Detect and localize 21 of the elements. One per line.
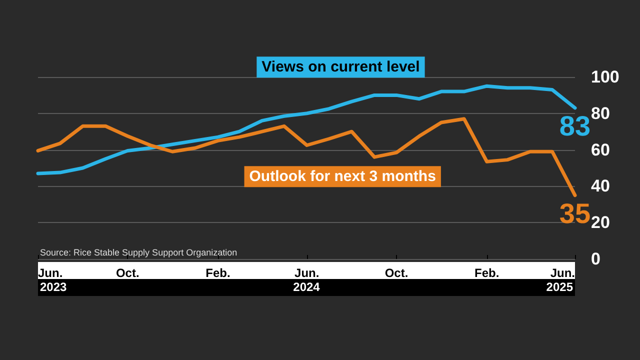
y-tick-label: 80 [591,104,610,123]
x-tick-label: Oct. [384,266,408,280]
text: 2024 [293,280,320,294]
text: 2023 [40,280,68,294]
annotation: Source: Rice Stable Supply Support Organization [40,248,238,258]
x-tick-label: Jun. [550,266,575,280]
x-tick-label: Feb. [474,266,500,280]
x-tick-label: Jun. [38,266,63,280]
y-tick-label: 20 [591,213,610,232]
y-tick-label: 100 [591,68,620,86]
x-tick-label: Oct. [116,266,140,280]
y-tick-label: 60 [591,140,610,160]
text: 2025 [546,280,574,294]
x-tick-label: Jun. [294,266,320,280]
series-label: Views on current level [262,58,420,76]
text: Outlook for next 3 months [249,168,436,186]
x-tick-label: Feb. [206,266,230,280]
data-label: 83 [559,110,591,142]
y-tick-label: 0 [591,250,600,268]
y-tick-label: 40 [591,176,610,196]
data-label: 35 [559,198,591,229]
